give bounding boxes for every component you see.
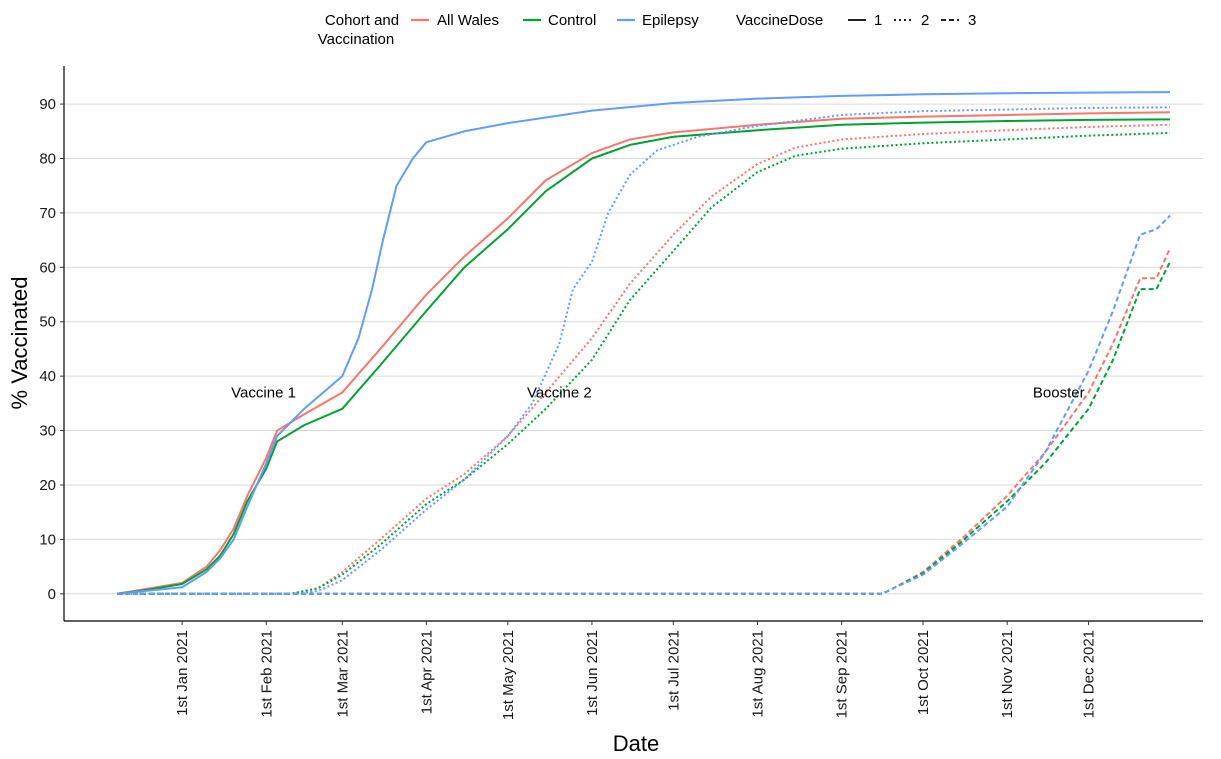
x-tick-label: 1st May 2021 [500, 630, 517, 720]
legend: Cohort and Vaccination All Wales Control… [318, 9, 976, 48]
y-tick-label: 10 [39, 531, 56, 548]
x-tick-label: 1st Aug 2021 [749, 630, 766, 718]
series-line-epilepsy-dose-3 [117, 214, 1171, 595]
y-tick-label: 90 [39, 96, 56, 113]
legend-label-dose-2: 2 [921, 12, 929, 29]
series-line-all-wales-dose-2 [117, 123, 1171, 595]
x-tick-label: 1st Oct 2021 [915, 630, 932, 715]
annotation-booster: Booster [1033, 384, 1085, 401]
legend-label-epilepsy: Epilepsy [642, 12, 699, 29]
grid-layer [64, 103, 1203, 595]
legend-cohort-title-line2: Vaccination [318, 31, 394, 48]
legend-cohort-title-line1: Cohort and [325, 12, 399, 29]
y-axis-title: % Vaccinated [7, 277, 32, 410]
series-line-all-wales-dose-3 [117, 247, 1171, 595]
legend-label-all-wales: All Wales [437, 12, 499, 29]
legend-dose-title: VaccineDose [736, 12, 823, 29]
x-tick-label: 1st Dec 2021 [1081, 630, 1098, 718]
x-tick-label: 1st Feb 2021 [258, 630, 275, 718]
y-tick-label: 70 [39, 205, 56, 222]
annotation-vaccine-2: Vaccine 2 [527, 384, 592, 401]
y-tick-label: 20 [39, 477, 56, 494]
x-tick-label: 1st Apr 2021 [418, 630, 435, 714]
y-tick-label: 80 [39, 151, 56, 168]
x-tick-label: 1st Sep 2021 [834, 630, 851, 718]
annotation-vaccine-1: Vaccine 1 [231, 384, 296, 401]
y-tick-label: 40 [39, 368, 56, 385]
series-line-control-dose-2 [117, 131, 1171, 595]
annotation-layer: Vaccine 1 Vaccine 2 Booster [231, 384, 1084, 401]
series-layer [116, 91, 1171, 595]
series-line-control-dose-3 [117, 261, 1171, 595]
series-line-epilepsy-dose-2 [117, 106, 1171, 595]
legend-label-dose-1: 1 [874, 12, 882, 29]
x-tick-label: 1st Mar 2021 [334, 630, 351, 718]
y-tick-label: 0 [48, 586, 56, 603]
y-tick-label: 50 [39, 314, 56, 331]
x-tick-label: 1st Jul 2021 [665, 630, 682, 711]
x-tick-label: 1st Nov 2021 [999, 630, 1016, 718]
x-tick-label: 1st Jun 2021 [584, 630, 601, 716]
legend-label-control: Control [548, 12, 596, 29]
x-axis-title: Date [613, 731, 659, 756]
y-tick-label: 30 [39, 423, 56, 440]
x-tick-label: 1st Jan 2021 [174, 630, 191, 716]
series-line-epilepsy-dose-1 [116, 91, 1171, 595]
legend-label-dose-3: 3 [968, 12, 976, 29]
ticks-layer: 0 10 20 30 40 50 60 70 80 90 1st Jan 2021 1st Feb 2… [39, 96, 1097, 720]
y-tick-label: 60 [39, 259, 56, 276]
series-line-control-dose-1 [116, 118, 1171, 595]
series-line-all-wales-dose-1 [116, 111, 1171, 595]
